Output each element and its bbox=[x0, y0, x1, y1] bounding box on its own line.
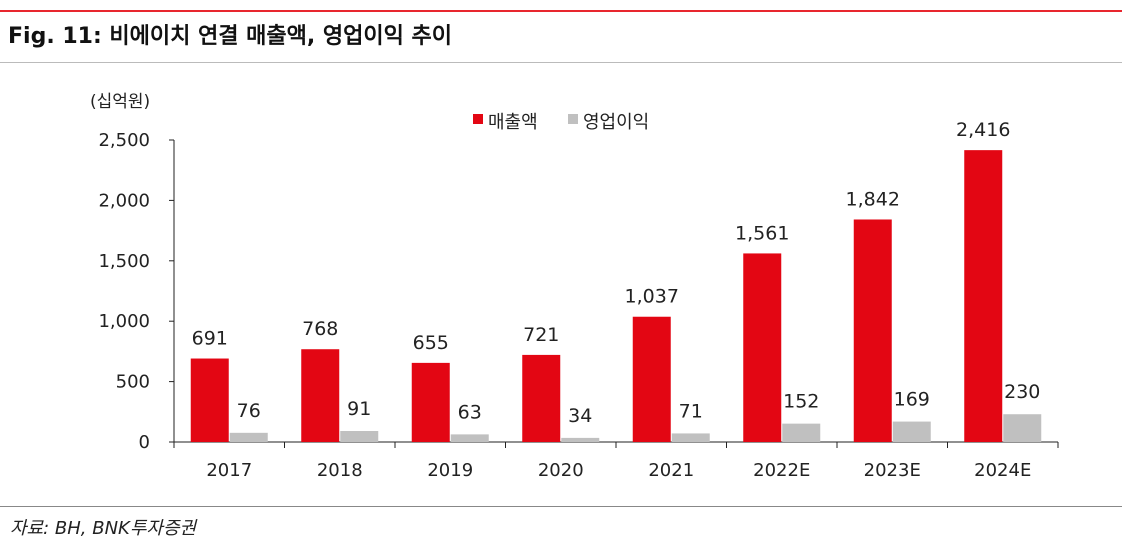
revenue-bar bbox=[964, 150, 1003, 442]
legend-swatch-revenue bbox=[473, 114, 483, 124]
legend-label-operating-profit: 영업이익 bbox=[583, 112, 649, 133]
revenue-data-label: 2,416 bbox=[956, 119, 1010, 141]
operating-profit-bar bbox=[782, 423, 821, 442]
source-note: 자료: BH, BNK투자증권 bbox=[10, 518, 197, 539]
footer-divider bbox=[0, 506, 1122, 507]
operating-profit-bar bbox=[671, 433, 710, 442]
x-tick-label: 2017 bbox=[206, 460, 252, 481]
y-tick-label: 500 bbox=[116, 372, 150, 393]
operating-profit-bar bbox=[1003, 414, 1042, 442]
x-tick-label: 2020 bbox=[538, 460, 584, 481]
operating-profit-data-label: 76 bbox=[237, 400, 261, 422]
revenue-bar bbox=[743, 253, 782, 442]
revenue-data-label: 768 bbox=[302, 318, 338, 340]
operating-profit-data-label: 169 bbox=[894, 389, 930, 411]
revenue-bar bbox=[522, 354, 561, 442]
title-divider bbox=[0, 62, 1122, 63]
revenue-bar bbox=[853, 219, 892, 442]
legend-swatch-operating-profit bbox=[568, 114, 578, 124]
revenue-data-label: 721 bbox=[523, 324, 559, 346]
x-tick-label: 2018 bbox=[317, 460, 363, 481]
operating-profit-data-label: 91 bbox=[347, 398, 371, 420]
x-tick-label: 2023E bbox=[864, 460, 921, 481]
x-tick-label: 2021 bbox=[648, 460, 694, 481]
y-tick-label: 2,000 bbox=[98, 190, 150, 211]
operating-profit-bar bbox=[892, 421, 931, 442]
operating-profit-data-label: 34 bbox=[568, 405, 592, 427]
y-tick-label: 2,500 bbox=[98, 130, 150, 151]
revenue-bar bbox=[632, 316, 671, 442]
operating-profit-data-label: 63 bbox=[458, 401, 482, 423]
operating-profit-bar bbox=[340, 431, 379, 442]
operating-profit-data-label: 152 bbox=[783, 391, 819, 413]
revenue-data-label: 655 bbox=[413, 332, 449, 354]
operating-profit-data-label: 230 bbox=[1004, 381, 1040, 403]
revenue-bar bbox=[411, 362, 450, 442]
operating-profit-bar bbox=[229, 432, 268, 442]
revenue-data-label: 691 bbox=[192, 328, 228, 350]
operating-profit-bar bbox=[450, 434, 489, 442]
revenue-data-label: 1,842 bbox=[846, 188, 900, 210]
revenue-bar bbox=[301, 349, 340, 442]
revenue-data-label: 1,037 bbox=[625, 286, 679, 308]
y-tick-label: 1,000 bbox=[98, 311, 150, 332]
y-tick-label: 1,500 bbox=[98, 251, 150, 272]
figure-title: Fig. 11: 비에이치 연결 매출액, 영업이익 추이 bbox=[8, 24, 453, 49]
top-accent-rule bbox=[0, 10, 1122, 12]
revenue-data-label: 1,561 bbox=[735, 222, 789, 244]
legend-label-revenue: 매출액 bbox=[488, 112, 538, 133]
operating-profit-data-label: 71 bbox=[679, 400, 703, 422]
y-unit-label: (십억원) bbox=[90, 92, 150, 112]
revenue-bar bbox=[190, 358, 229, 442]
x-tick-label: 2022E bbox=[753, 460, 810, 481]
x-tick-label: 2019 bbox=[427, 460, 473, 481]
operating-profit-bar bbox=[561, 437, 600, 442]
bar-chart: 0 500 1,000 1,500 2,000 2,500 (십억원) 2017 2018 201… bbox=[90, 92, 1059, 481]
y-tick-label: 0 bbox=[139, 432, 150, 453]
x-tick-label: 2024E bbox=[974, 460, 1031, 481]
